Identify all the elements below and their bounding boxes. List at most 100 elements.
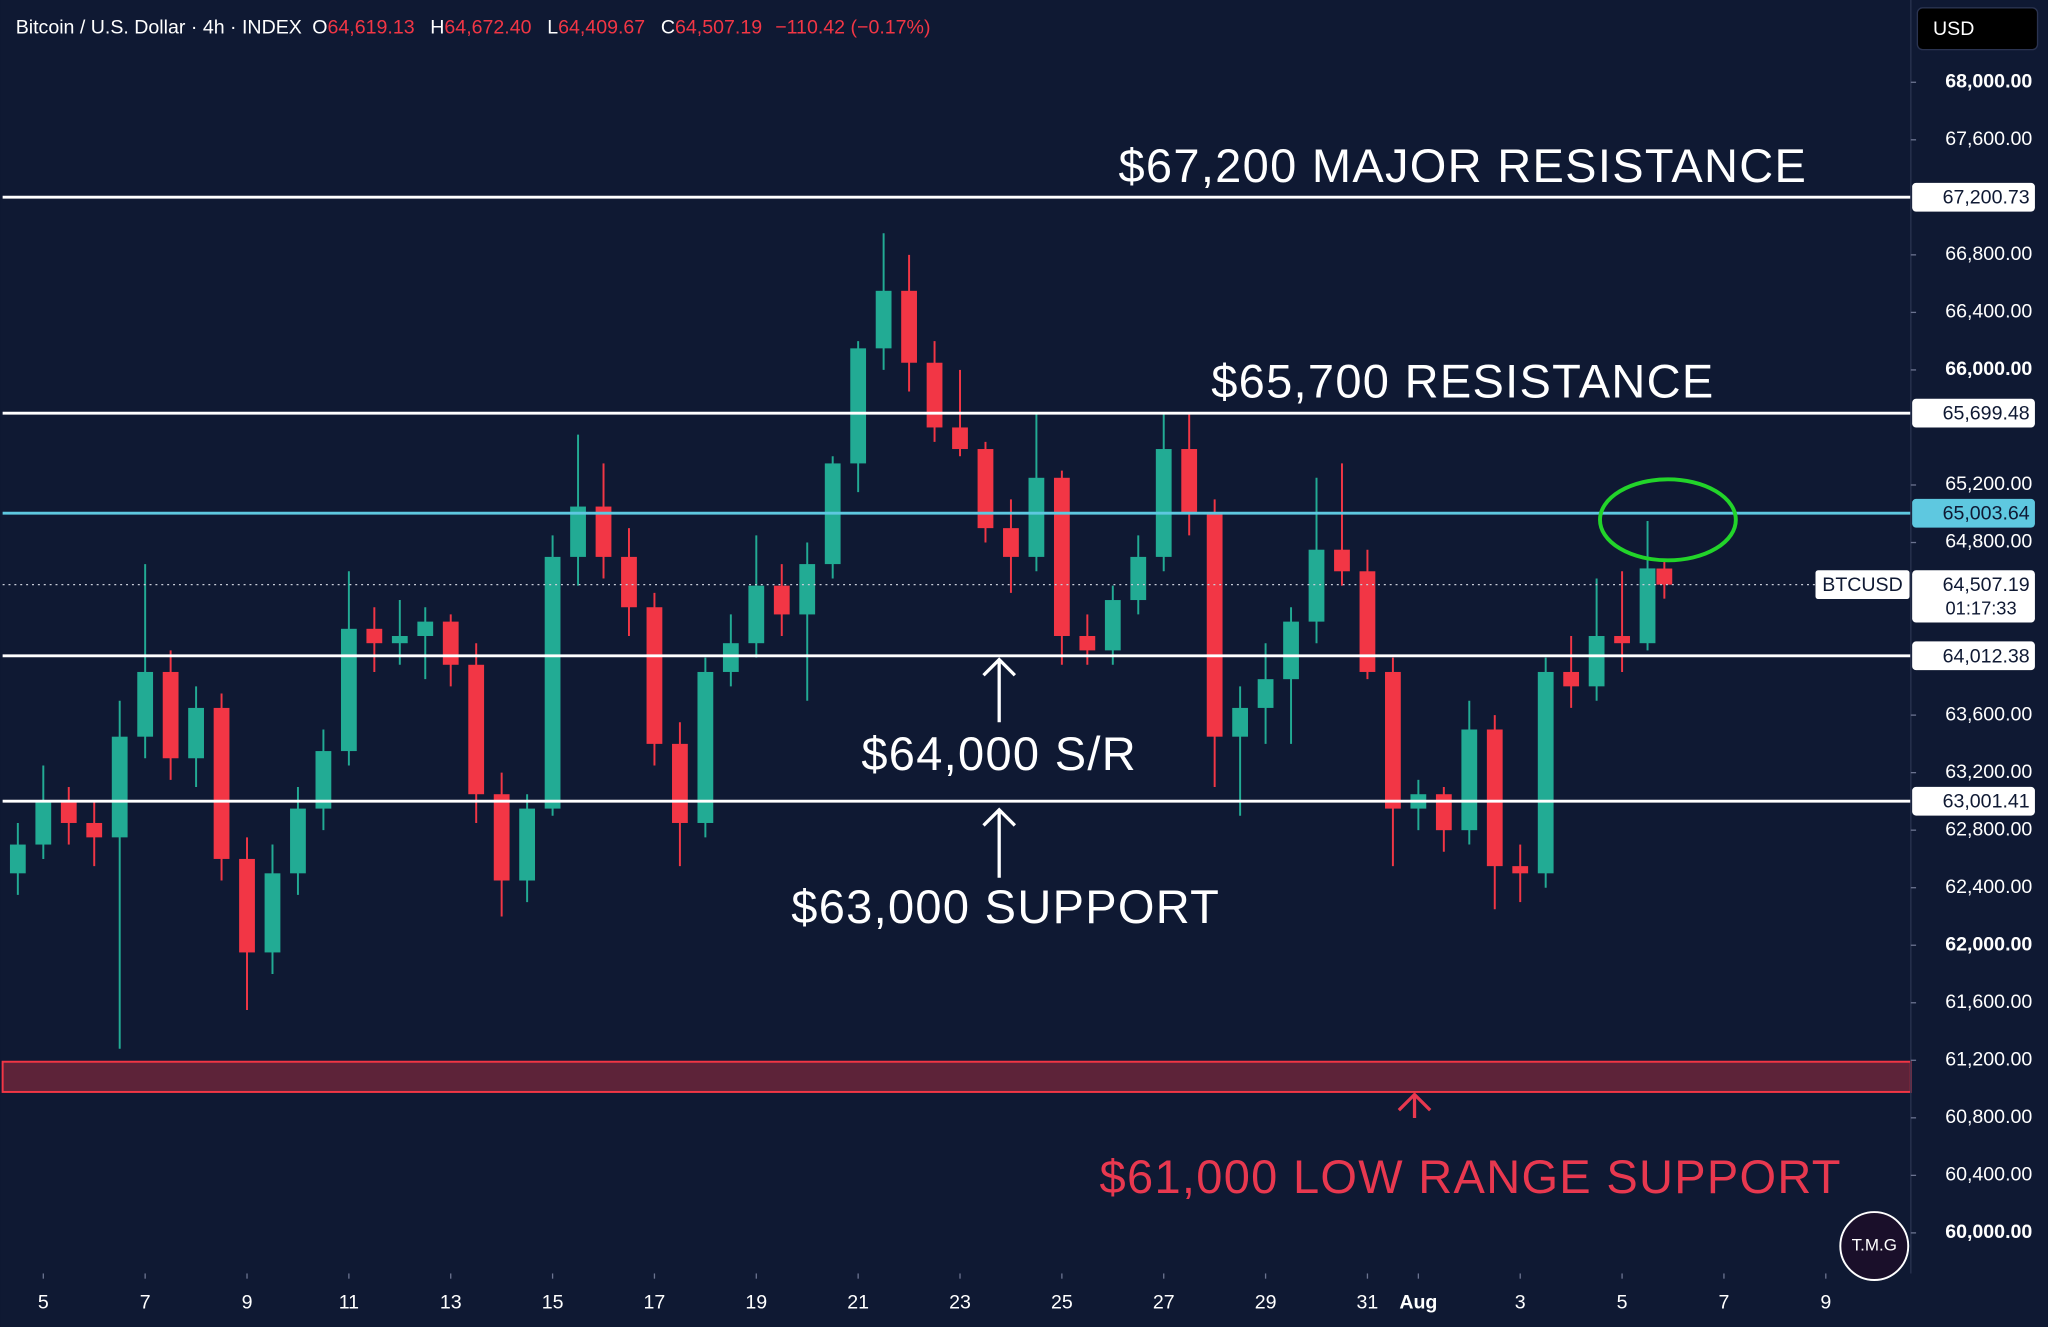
candle-body (1308, 549, 1325, 622)
candle-body (646, 607, 663, 744)
candle-body (86, 822, 103, 838)
price-change: −110.42 (−0.17%) (775, 17, 930, 39)
x-tick-label: 21 (847, 1292, 869, 1314)
x-tick-label: Aug (1399, 1292, 1437, 1314)
candle-body (977, 449, 994, 529)
y-tick-label: 60,800.00 (1945, 1106, 2032, 1128)
y-tick-label: 65,200.00 (1945, 473, 2032, 495)
candle-body (1588, 636, 1605, 687)
candle-body (1359, 571, 1376, 672)
y-tick-label: 62,800.00 (1945, 818, 2032, 840)
currency-button[interactable]: USD (1916, 7, 2039, 51)
candle-body (315, 751, 332, 809)
y-tick-label: 67,600.00 (1945, 128, 2032, 150)
y-tick-label: 60,400.00 (1945, 1164, 2032, 1186)
candle-body (1257, 679, 1274, 708)
candle-body (1155, 449, 1172, 557)
y-tick-label: 60,000.00 (1945, 1221, 2032, 1243)
candle-body (697, 671, 714, 823)
candle-body (621, 556, 637, 608)
candle-body (1537, 671, 1554, 874)
candle-body (35, 801, 52, 845)
candle-body (1385, 671, 1401, 809)
countdown: 01:17:33 (1946, 597, 2017, 618)
candle-body (290, 808, 306, 874)
symbol-tag: BTCUSD (1822, 574, 1903, 596)
candle-body (1435, 794, 1452, 831)
candle-body (60, 801, 77, 823)
level-label: 65,699.48 (1943, 403, 2030, 425)
x-tick-label: 7 (1718, 1292, 1729, 1314)
ohlc-key: C (661, 17, 675, 39)
ellipse-highlight (1598, 477, 1738, 563)
x-tick-label: 25 (1051, 1292, 1073, 1314)
x-tick-label: 5 (38, 1292, 49, 1314)
y-tick-label: 63,600.00 (1945, 703, 2032, 725)
candle-body (519, 808, 536, 881)
arrow (982, 657, 1017, 723)
ohlc-value: 64,409.67 (558, 17, 645, 39)
candle-body (1656, 568, 1673, 585)
candle-body (340, 628, 357, 752)
x-tick-label: 7 (140, 1292, 151, 1314)
candle-body (1639, 568, 1656, 644)
candle-body (1053, 477, 1070, 637)
level-label-box (1912, 641, 2035, 671)
candle-body (595, 506, 612, 557)
candle-body (264, 873, 281, 953)
arrow (1397, 1092, 1432, 1119)
currency-box[interactable] (1916, 7, 2039, 51)
level-label: 64,012.38 (1943, 645, 2030, 667)
annotation: $61,000 LOW RANGE SUPPORT (1100, 1150, 1842, 1203)
ohlc-key: O (312, 17, 327, 39)
arrow (982, 807, 1017, 878)
candle-body (952, 427, 968, 450)
candle-body (1028, 477, 1045, 557)
logo-text: T.M.G (1852, 1236, 1897, 1255)
candle-body (137, 671, 154, 737)
candle-body (468, 664, 485, 795)
candle-body (748, 585, 765, 644)
candle-body (1206, 513, 1223, 737)
candle-body (1512, 866, 1529, 874)
y-tick-label: 66,800.00 (1945, 243, 2032, 265)
ohlc-key: H (430, 17, 444, 39)
candle-body (366, 628, 383, 644)
logo: T.M.G (1839, 1211, 1910, 1281)
candle-body (1232, 707, 1249, 737)
candle-body (442, 621, 459, 665)
candle-body (850, 348, 867, 464)
candle-body (239, 858, 255, 953)
x-tick-label: 9 (242, 1292, 253, 1314)
candle-body (493, 794, 510, 881)
candle-body (188, 707, 204, 759)
ohlc-key: L (547, 17, 558, 39)
y-tick-label: 61,200.00 (1945, 1048, 2032, 1070)
candle-body (1614, 636, 1630, 644)
y-tick-label: 64,800.00 (1945, 531, 2032, 553)
x-tick-label: 15 (542, 1292, 564, 1314)
candle-body (111, 736, 128, 838)
candle-body (1003, 528, 1019, 557)
candle-body (570, 506, 586, 557)
x-tick-label: 13 (440, 1292, 462, 1314)
x-tick-label: 19 (745, 1292, 767, 1314)
last-price-box (1912, 570, 2035, 623)
candle-body (417, 621, 434, 637)
candle-body (773, 585, 790, 615)
candle-body (799, 564, 816, 615)
currency-label[interactable]: USD (1933, 18, 1974, 40)
y-tick-label: 61,600.00 (1945, 991, 2032, 1013)
annotation: $63,000 SUPPORT (791, 880, 1220, 933)
candle-body (1461, 729, 1478, 831)
candle-body (1334, 549, 1350, 572)
candle-body (1130, 556, 1147, 601)
x-tick-label: 11 (339, 1292, 359, 1314)
ohlc-value: 64,507.19 (675, 17, 762, 39)
price-axis: 68,000.00 67,600.00 66,800.00 66,400.00 66,0… (1815, 70, 2035, 1243)
candle-body (1079, 636, 1096, 651)
symbol-header: Bitcoin / U.S. Dollar · 4h · INDEX O64,61… (16, 17, 931, 39)
